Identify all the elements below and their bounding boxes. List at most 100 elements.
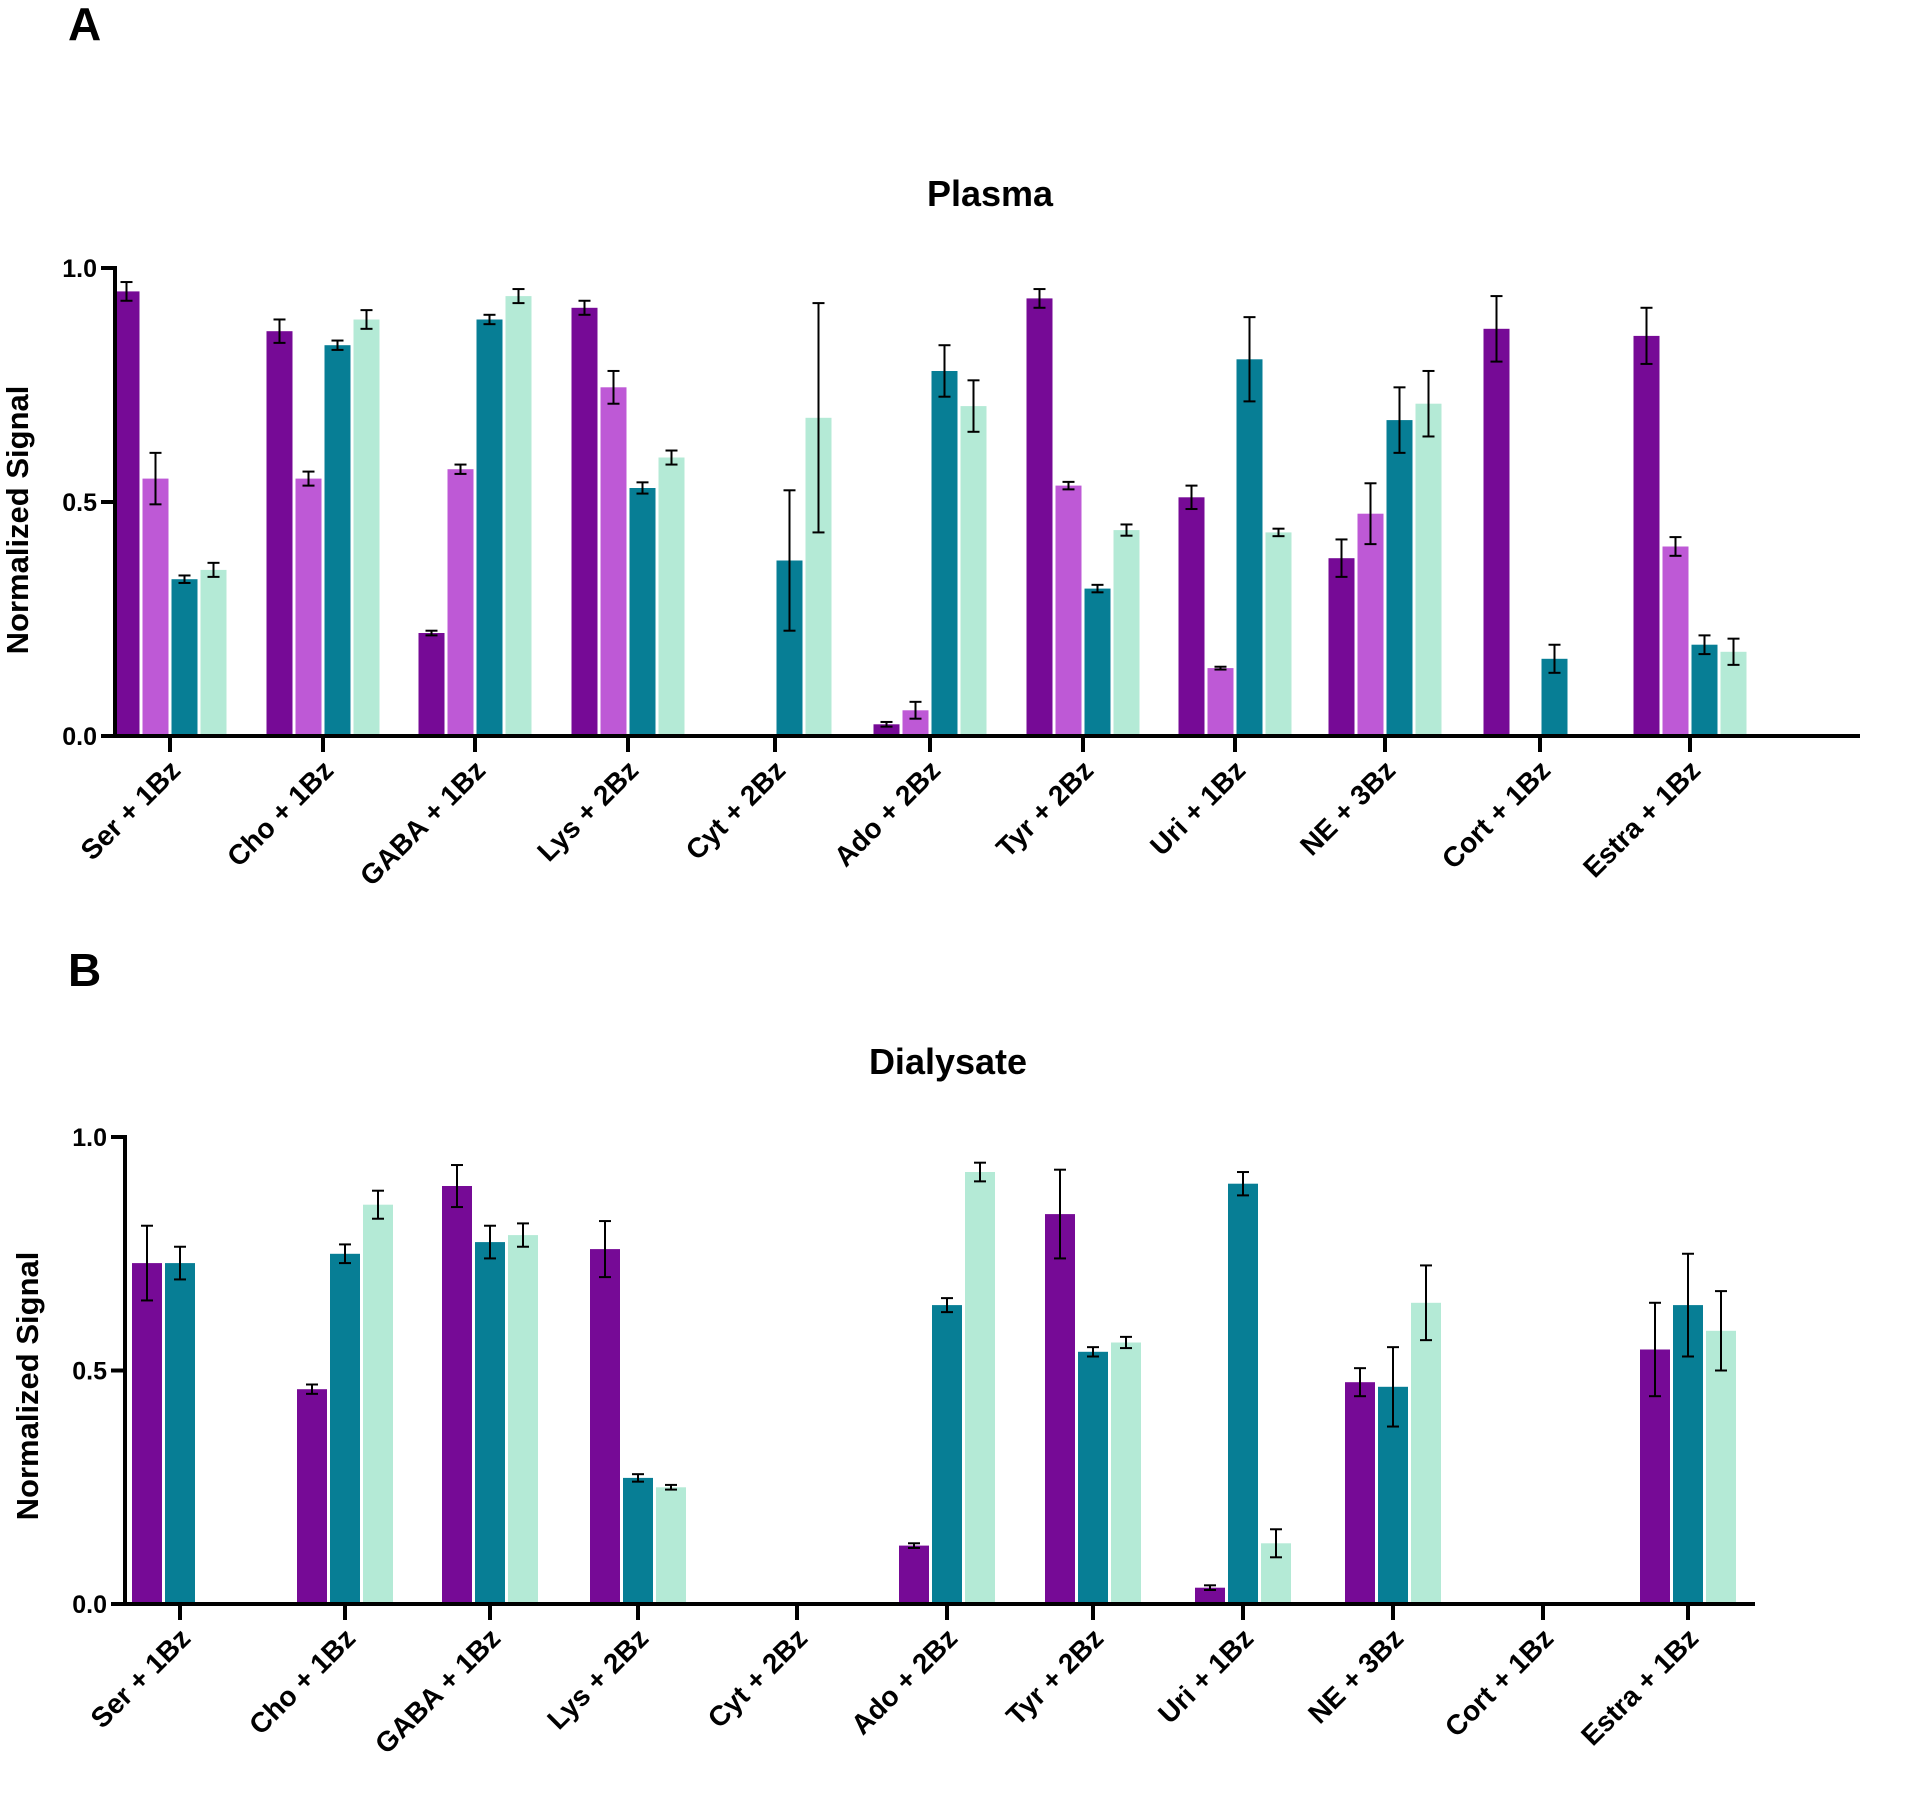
panel-a-letter: A — [68, 0, 101, 50]
panel-a-bar — [960, 406, 987, 736]
panel-b-error-bar — [1054, 1168, 1066, 1260]
panel-b-x-tick-label: Cyt + 2Bz — [702, 1622, 814, 1734]
panel-a-bar — [1633, 335, 1660, 736]
panel-a-bar — [1026, 298, 1053, 736]
panel-b-bar — [330, 1253, 360, 1605]
panel-a-bar — [1055, 485, 1082, 736]
panel-b-error-bar — [974, 1161, 986, 1183]
panel-a-error-bar — [665, 449, 678, 466]
panel-a-error-bar — [1669, 536, 1682, 557]
panel-b-error-bar — [1237, 1171, 1249, 1197]
panel-a-error-bar — [178, 574, 191, 584]
panel-b-error-bar — [1715, 1290, 1727, 1372]
panel-a-bar — [873, 724, 900, 736]
panel-a-bar — [931, 371, 958, 736]
panel-b-error-bar — [306, 1383, 318, 1395]
panel-b-bar — [590, 1249, 620, 1604]
panel-b-plot: 0.0 0.5 1.0 Ser + 1Bz Cho + 1Bz GABA + 1Bz Lys… — [72, 1124, 1755, 1760]
panel-a-y-tick-label: 1.0 — [62, 255, 97, 283]
panel-b-error-bar — [1682, 1252, 1694, 1358]
panel-a-error-bar — [636, 481, 649, 495]
panel-a-error-bar — [1243, 316, 1256, 403]
panel-b-bar — [1411, 1302, 1441, 1604]
panel-a-error-bar — [149, 451, 162, 506]
panel-b-error-bar — [599, 1220, 611, 1279]
panel-a-bar — [1178, 497, 1205, 736]
panel-b: B Dialysate Normalized Signal 0.0 0.5 1.0 S… — [10, 944, 1755, 1760]
panel-b-bar — [1345, 1382, 1375, 1604]
panel-a-bar — [1328, 558, 1355, 736]
panel-a-error-bar — [938, 344, 951, 398]
panel-a-bar — [142, 478, 169, 736]
panel-a-bar — [600, 387, 627, 736]
panel-a-bar — [1265, 532, 1292, 736]
panel-a-bar — [505, 296, 532, 736]
panel-a-error-bar — [967, 379, 980, 433]
panel-a-error-bar — [1490, 295, 1503, 363]
panel-b-bar — [623, 1477, 653, 1604]
panel-b-x-tick-label: Lys + 2Bz — [541, 1622, 654, 1735]
panel-a: A Plasma Normalized Signal 0.0 0.5 1.0 Ser … — [0, 0, 1860, 892]
panel-b-error-bar — [1270, 1528, 1282, 1559]
panel-b-title: Dialysate — [869, 1041, 1027, 1082]
panel-a-error-bar — [1033, 288, 1046, 309]
panel-b-bar — [475, 1242, 505, 1604]
panel-a-bar — [1357, 513, 1384, 736]
panel-b-bar — [1706, 1330, 1736, 1604]
panel-a-bar — [1207, 668, 1234, 736]
panel-b-x-tick-label: Tyr + 2Bz — [1000, 1622, 1109, 1731]
panel-a-error-bar — [331, 339, 344, 351]
panel-a-error-bar — [1062, 480, 1075, 491]
panel-a-bar — [113, 291, 140, 736]
panel-a-error-bar — [1640, 306, 1653, 365]
panel-b-bar — [932, 1305, 962, 1604]
panel-a-y-axis-label: Normalized Signal — [0, 386, 35, 655]
panel-a-error-bar — [207, 561, 220, 578]
panel-b-x-tick-label: Cort + 1Bz — [1439, 1622, 1559, 1742]
panel-a-error-bar — [783, 489, 796, 632]
panel-b-error-bar — [1420, 1264, 1432, 1342]
panel-b-y-tick-label: 0.0 — [72, 1591, 107, 1619]
panel-a-plot: 0.0 0.5 1.0 Ser + 1Bz Cho + 1Bz GABA + 1Bz Lys… — [62, 255, 1860, 892]
panel-b-error-bar — [632, 1473, 644, 1483]
panel-b-x-tick-label: Uri + 1Bz — [1152, 1622, 1259, 1729]
panel-a-bar — [200, 569, 227, 736]
panel-b-x-tick-label: GABA + 1Bz — [369, 1622, 506, 1759]
panel-a-bar — [171, 579, 198, 736]
panel-a-error-bar — [454, 463, 467, 475]
panel-a-error-bar — [607, 369, 620, 405]
panel-a-bar — [447, 469, 474, 736]
panel-a-error-bar — [512, 288, 525, 305]
panel-a-bar — [295, 478, 322, 736]
panel-a-bar — [1084, 588, 1111, 736]
panel-a-x-tick-label: Cyt + 2Bz — [680, 754, 792, 866]
panel-b-error-bar — [141, 1224, 153, 1302]
panel-a-bar — [658, 457, 685, 736]
panel-b-error-bar — [1204, 1584, 1216, 1591]
panel-b-y-tick-label: 1.0 — [72, 1124, 107, 1152]
panel-b-x-tick-label: Ado + 2Bz — [845, 1622, 963, 1740]
panel-a-x-tick-label: Lys + 2Bz — [531, 754, 644, 867]
panel-a-bar — [266, 331, 293, 736]
panel-a-error-bar — [1698, 634, 1711, 656]
panel-b-letter: B — [68, 944, 101, 996]
panel-a-error-bar — [1091, 583, 1104, 594]
panel-b-error-bar — [1087, 1346, 1099, 1358]
panel-a-error-bar — [1272, 527, 1285, 538]
panel-b-bar — [1045, 1214, 1075, 1604]
panel-a-error-bar — [880, 720, 893, 728]
panel-a-bar — [1691, 644, 1718, 736]
panel-a-x-tick-label: Ado + 2Bz — [828, 754, 946, 872]
panel-b-bar — [1228, 1183, 1258, 1604]
panel-b-error-bar — [174, 1245, 186, 1281]
panel-a-x-tick-label: GABA + 1Bz — [354, 754, 491, 891]
panel-b-error-bar — [665, 1483, 677, 1491]
panel-a-x-tick-label: Ser + 1Bz — [75, 754, 187, 866]
panel-b-bar — [132, 1263, 162, 1604]
panel-a-error-bar — [302, 470, 315, 487]
panel-b-bar — [1111, 1342, 1141, 1604]
panel-a-bar — [1415, 403, 1442, 736]
panel-b-bar — [363, 1204, 393, 1604]
panel-b-bar — [656, 1487, 686, 1605]
panel-a-bar — [1662, 546, 1689, 736]
